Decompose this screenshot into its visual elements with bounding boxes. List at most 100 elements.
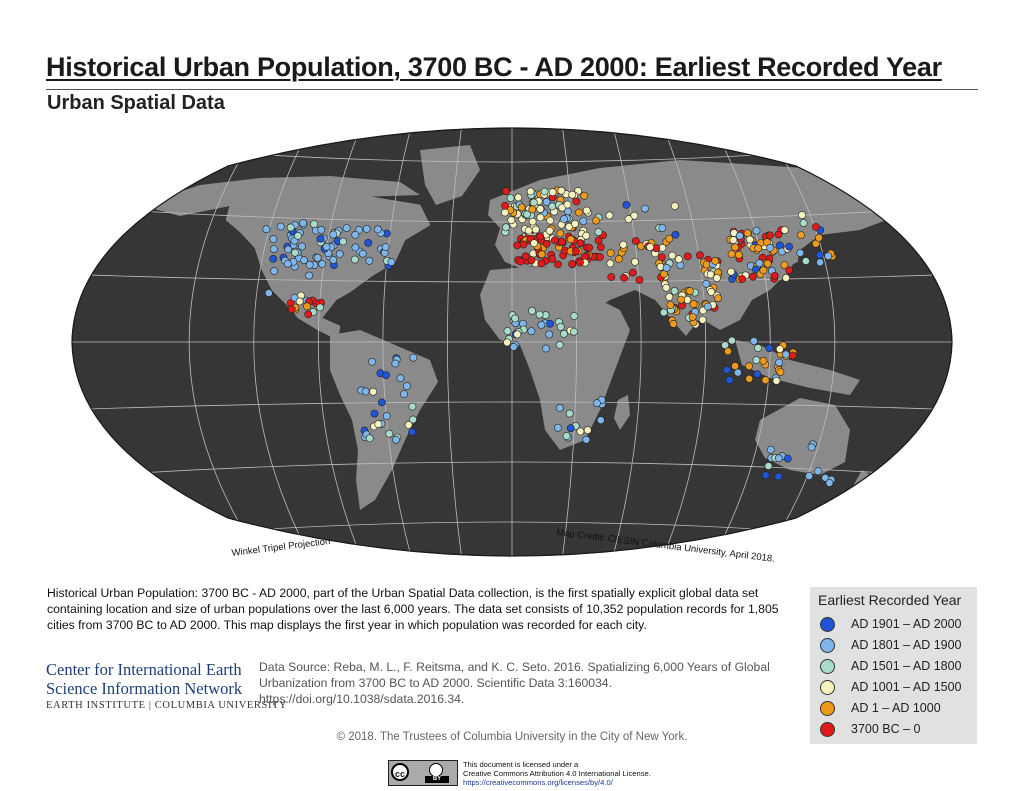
city-marker (502, 187, 510, 196)
city-marker (665, 292, 674, 301)
city-marker (665, 234, 674, 243)
city-marker (305, 271, 313, 280)
city-marker (531, 225, 540, 234)
city-marker (785, 266, 794, 275)
city-marker (299, 219, 307, 227)
city-marker (369, 387, 378, 396)
city-marker (799, 219, 808, 227)
city-marker (582, 206, 591, 215)
city-marker (669, 319, 678, 328)
city-marker (713, 274, 721, 282)
city-marker (545, 330, 554, 339)
city-marker (575, 208, 583, 217)
city-marker (780, 261, 789, 269)
city-marker (597, 243, 605, 251)
city-marker (556, 322, 565, 331)
city-marker (506, 194, 515, 202)
city-marker (731, 243, 739, 252)
city-marker (782, 350, 790, 359)
city-marker (262, 225, 271, 234)
city-marker (770, 271, 779, 280)
city-marker (815, 233, 823, 242)
city-marker (555, 403, 564, 412)
city-marker (566, 424, 575, 433)
city-markers (262, 186, 837, 487)
city-marker (387, 258, 396, 266)
city-marker (527, 256, 536, 265)
city-marker (513, 241, 522, 250)
city-marker (293, 231, 302, 240)
legend-title: Earliest Recorded Year (818, 592, 962, 608)
cc-license-badge: cc BY (388, 760, 458, 786)
city-marker (728, 336, 736, 345)
city-marker (529, 198, 538, 207)
city-marker (576, 427, 585, 436)
city-marker (714, 294, 722, 303)
city-marker (546, 216, 555, 225)
city-marker (579, 217, 588, 225)
city-marker (501, 208, 509, 217)
city-marker (509, 342, 518, 351)
city-marker (755, 259, 764, 268)
city-marker (594, 228, 603, 236)
city-marker (576, 239, 585, 248)
city-marker (329, 230, 338, 239)
city-marker (816, 258, 824, 267)
city-marker (670, 202, 679, 210)
city-marker (629, 268, 637, 277)
legend-label: AD 1 – AD 1000 (851, 701, 941, 715)
city-marker (310, 220, 318, 228)
city-marker (814, 467, 822, 476)
city-marker (582, 231, 591, 240)
city-marker (582, 435, 591, 444)
legend-swatch (820, 658, 835, 674)
city-marker (583, 426, 592, 435)
city-marker (662, 263, 671, 272)
city-marker (305, 260, 314, 269)
city-marker (620, 273, 628, 282)
city-marker (542, 344, 550, 353)
city-marker (557, 186, 566, 195)
city-marker (283, 259, 292, 268)
city-marker (807, 443, 816, 452)
cc-icon: cc (391, 763, 409, 781)
city-marker (548, 188, 557, 197)
city-marker (535, 310, 544, 319)
city-marker (754, 244, 763, 253)
city-marker (607, 273, 616, 281)
city-marker (555, 340, 564, 349)
city-marker (734, 368, 742, 377)
city-marker (805, 472, 813, 480)
city-marker (772, 376, 781, 385)
city-marker (727, 250, 736, 258)
person-icon (429, 763, 443, 777)
legend: Earliest Recorded Year AD 1901 – AD 2000… (810, 587, 977, 744)
city-marker (264, 289, 273, 297)
city-marker (641, 204, 649, 213)
city-marker (568, 260, 577, 268)
city-marker (594, 236, 603, 245)
city-marker (527, 327, 536, 336)
city-marker (524, 226, 533, 235)
city-marker (824, 252, 833, 260)
city-marker (409, 415, 417, 424)
city-marker (774, 472, 783, 481)
city-marker (662, 283, 671, 292)
city-marker (696, 251, 704, 260)
city-marker (560, 215, 568, 223)
city-marker (646, 243, 654, 251)
graticule-parallel (72, 461, 952, 479)
license-link[interactable]: https://creativecommons.org/licenses/by/… (463, 778, 613, 787)
city-marker (291, 248, 299, 257)
city-marker (658, 253, 666, 261)
city-marker (752, 356, 761, 365)
city-marker (630, 211, 639, 220)
org-affiliation: EARTH INSTITUTE | COLUMBIA UNIVERSITY (46, 700, 288, 711)
city-marker (706, 270, 715, 279)
city-marker (554, 260, 562, 269)
city-marker (572, 197, 581, 206)
city-marker (523, 210, 531, 219)
city-marker (659, 308, 668, 317)
city-marker (622, 200, 631, 209)
legend-label: AD 1801 – AD 1900 (851, 638, 962, 652)
